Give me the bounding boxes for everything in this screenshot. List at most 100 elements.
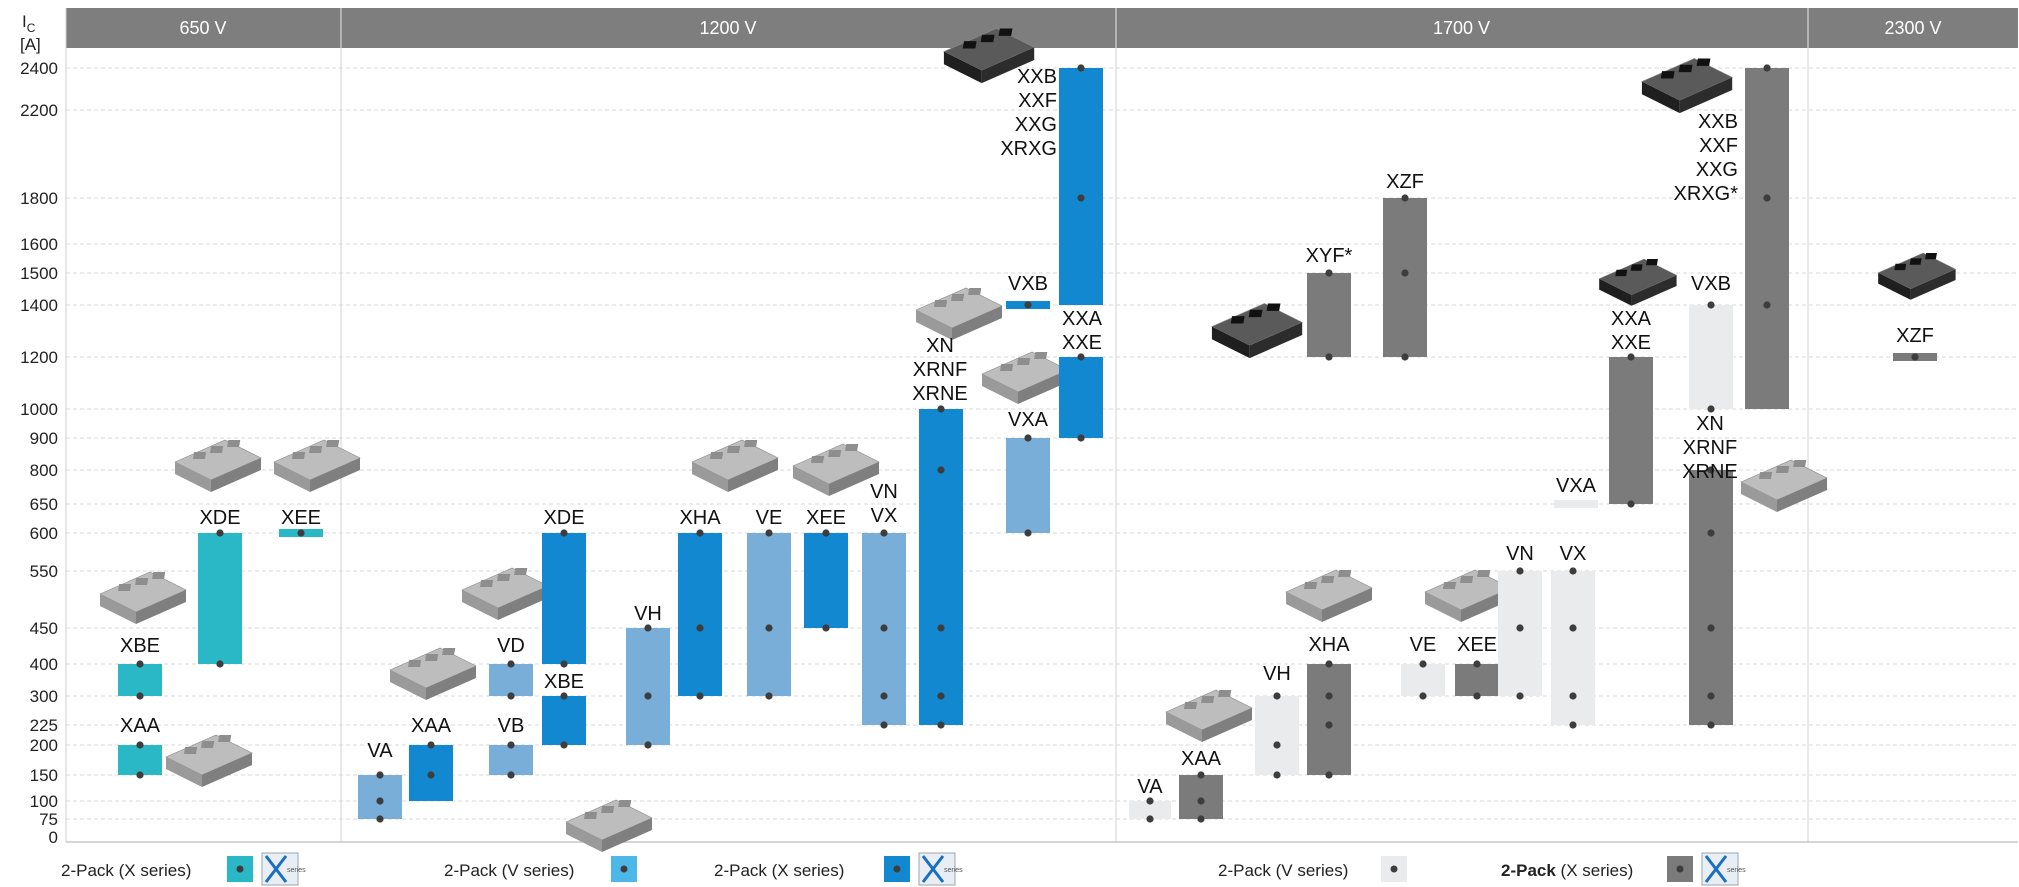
y-tick-label: 800 bbox=[30, 461, 58, 480]
bar-label: XAA bbox=[120, 715, 161, 737]
igbt-module-image bbox=[691, 439, 779, 492]
rating-dot bbox=[376, 815, 384, 823]
range-bar bbox=[1689, 305, 1733, 409]
range-bar bbox=[1551, 571, 1595, 725]
rating-dot bbox=[560, 741, 568, 749]
bar-label: XXG bbox=[1696, 159, 1738, 181]
legend-swatch-dot bbox=[236, 865, 244, 873]
igbt-module-image bbox=[565, 799, 653, 852]
legend-label-bold: 2-Pack bbox=[1501, 861, 1556, 880]
x-series-badge: series bbox=[1701, 852, 1746, 886]
rating-dot bbox=[1763, 64, 1771, 72]
range-bar bbox=[1307, 273, 1351, 357]
y-tick-label: 400 bbox=[30, 655, 58, 674]
rating-dot bbox=[1197, 815, 1205, 823]
y-tick-label: 0 bbox=[49, 828, 58, 847]
rating-dot bbox=[1024, 434, 1032, 442]
igbt-module-image bbox=[1877, 252, 1957, 300]
bar-label: XRXG bbox=[1000, 138, 1057, 160]
range-bar bbox=[1498, 571, 1542, 696]
y-tick-label: 1200 bbox=[20, 348, 58, 367]
bar-label: XXA bbox=[1062, 308, 1103, 330]
rating-dot bbox=[1273, 692, 1281, 700]
bar-label: XXE bbox=[1062, 332, 1102, 354]
bar-label: XEE bbox=[806, 507, 846, 529]
rating-dot bbox=[644, 624, 652, 632]
range-bar bbox=[1383, 198, 1427, 357]
bar-label: XN bbox=[1696, 413, 1724, 435]
range-bar bbox=[919, 409, 963, 725]
bar-label: XHA bbox=[679, 507, 721, 529]
range-bar bbox=[1745, 68, 1789, 409]
y-axis-title: IC bbox=[22, 12, 36, 35]
igbt-module-image bbox=[389, 647, 477, 700]
bar-label: XEE bbox=[1457, 634, 1497, 656]
bar-label: XXE bbox=[1611, 332, 1651, 354]
rating-dot bbox=[427, 771, 435, 779]
module-images bbox=[99, 28, 1957, 852]
igbt-module-image bbox=[174, 439, 262, 492]
x-series-badge: series bbox=[918, 852, 963, 886]
y-tick-label: 2200 bbox=[20, 101, 58, 120]
bar-label: VXA bbox=[1008, 409, 1049, 431]
range-bar bbox=[1689, 470, 1733, 725]
rating-dot bbox=[507, 692, 515, 700]
rating-dot bbox=[644, 692, 652, 700]
y-tick-label: 100 bbox=[30, 792, 58, 811]
rating-dot bbox=[136, 692, 144, 700]
rating-dot bbox=[1401, 353, 1409, 361]
bar-label: XXB bbox=[1017, 66, 1057, 88]
y-tick-label: 300 bbox=[30, 687, 58, 706]
rating-dot bbox=[1911, 353, 1919, 361]
range-bar bbox=[626, 628, 670, 745]
legend-label: 2-Pack (X series) bbox=[714, 861, 844, 880]
bar-label: VN bbox=[1506, 543, 1534, 565]
bar-label: VX bbox=[871, 505, 898, 527]
rating-dot bbox=[216, 529, 224, 537]
range-bar bbox=[118, 664, 162, 696]
y-tick-label: 550 bbox=[30, 562, 58, 581]
voltage-group-label: 1700 V bbox=[1433, 18, 1490, 38]
y-tick-label: 1600 bbox=[20, 235, 58, 254]
rating-dot bbox=[1763, 194, 1771, 202]
rating-dot bbox=[765, 624, 773, 632]
igbt-module-image bbox=[981, 351, 1069, 404]
bar-label: XAA bbox=[1181, 748, 1222, 770]
rating-dot bbox=[644, 741, 652, 749]
rating-dot bbox=[1707, 692, 1715, 700]
rating-dot bbox=[1077, 64, 1085, 72]
y-tick-label: 200 bbox=[30, 736, 58, 755]
rating-dot bbox=[507, 660, 515, 668]
rating-dot bbox=[136, 741, 144, 749]
bar-label: VE bbox=[1410, 634, 1437, 656]
rating-dot bbox=[1516, 567, 1524, 575]
rating-dot bbox=[560, 529, 568, 537]
header-band-bg bbox=[66, 8, 2018, 48]
rating-dot bbox=[507, 771, 515, 779]
range-bar bbox=[1401, 664, 1445, 696]
rating-dot bbox=[765, 529, 773, 537]
bar-label: XZF bbox=[1386, 171, 1424, 193]
rating-dot bbox=[822, 529, 830, 537]
bar-label: XBE bbox=[120, 635, 160, 657]
bar-label: XXG bbox=[1015, 114, 1057, 136]
igbt-module-image bbox=[1740, 459, 1828, 512]
rating-dot bbox=[1077, 434, 1085, 442]
bar-label: XDE bbox=[199, 507, 240, 529]
rating-dot bbox=[297, 529, 305, 537]
y-tick-label: 1800 bbox=[20, 189, 58, 208]
rating-dot bbox=[376, 797, 384, 805]
bars bbox=[118, 64, 1937, 823]
rating-dot bbox=[1325, 269, 1333, 277]
rating-dot bbox=[1516, 624, 1524, 632]
y-tick-label: 650 bbox=[30, 495, 58, 514]
rating-dot bbox=[1707, 405, 1715, 413]
bar-label: XRNF bbox=[1683, 437, 1737, 459]
bar-label: XHA bbox=[1308, 634, 1350, 656]
range-bar bbox=[678, 533, 722, 696]
range-bar bbox=[489, 664, 533, 696]
bar-label: XDE bbox=[543, 507, 584, 529]
range-bar bbox=[747, 533, 791, 696]
